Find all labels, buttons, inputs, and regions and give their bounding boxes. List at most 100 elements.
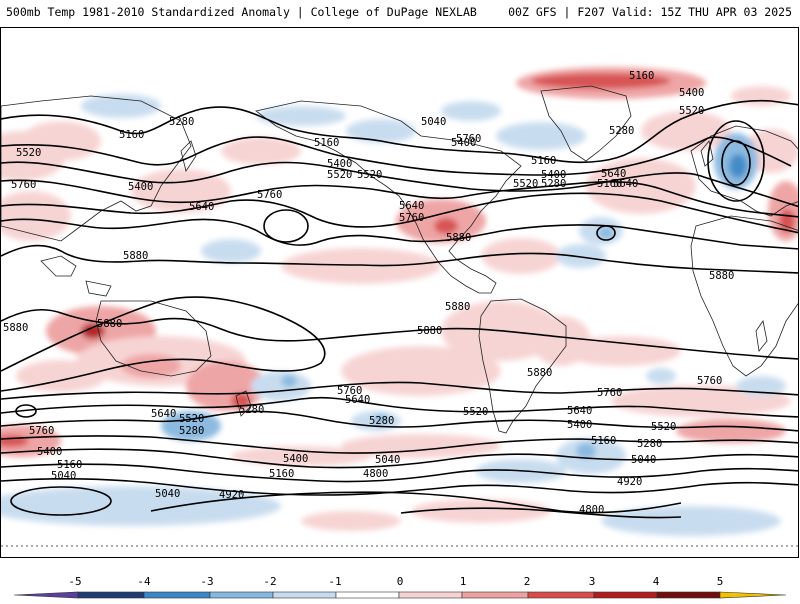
contour-label: 5760 [697,375,722,387]
colorbar-tick: 5 [717,575,724,588]
colorbar-ticks: -5 -4 -3 -2 -1 0 1 2 3 4 5 [68,575,723,588]
contour-label: 5400 [451,137,476,149]
colorbar-swatch [656,591,721,599]
colorbar-swatches [13,591,787,599]
model-run-info: 00Z GFS | F207 Valid: 15Z THU APR 03 202… [508,5,792,19]
contour-label: 5520 [679,105,704,117]
contour-label: 5160 [314,137,339,149]
contour-label: 4800 [579,504,604,516]
contour-label: 5400 [327,158,352,170]
contour-label: 5520 [327,169,352,181]
contour-label: 5160 [269,468,294,480]
contour-label: 5880 [709,270,734,282]
contour-label: 5640 [601,168,626,180]
colorbar-swatch [272,591,337,599]
contour-label: 5760 [399,212,424,224]
colorbar-tick: 2 [524,575,531,588]
colorbar-swatch [209,591,274,599]
contour-label: 5760 [337,385,362,397]
anomaly-shading [1,67,798,536]
contour-label: 5280 [541,178,566,190]
contour-label: 5640 [151,408,176,420]
contour-label: 5640 [345,394,370,406]
contour-label: 5280 [179,425,204,437]
contour-label: 5160 [57,459,82,471]
contour-label: 5880 [417,325,442,337]
contour-label: 5880 [446,232,471,244]
europe-outline [690,125,798,217]
contour-label: 5040 [631,454,656,466]
map-title: 500mb Temp 1981-2010 Standardized Anomal… [6,5,477,19]
contour-label: 4920 [219,489,244,501]
colorbar: -5 -4 -3 -2 -1 0 1 2 3 4 5 [0,570,800,600]
colorbar-overflow-triangle [719,591,787,599]
contour-label: 5400 [541,169,566,181]
contour-label: 5520 [651,421,676,433]
contour-label: 5040 [375,454,400,466]
contour-label: 5520 [179,413,204,425]
contour-label: 5280 [239,404,264,416]
colorbar-swatch [335,591,400,599]
contour-label: 5160 [591,435,616,447]
colorbar-swatch [143,591,211,599]
contour-label: 5280 [169,116,194,128]
contour-label: 5640 [189,201,214,213]
contour-5880-south [1,308,798,360]
contour-label: 5160 [531,155,556,167]
contour-label: 5760 [257,189,282,201]
colorbar-tick: -3 [200,575,213,588]
contour-label: 5760 [11,179,36,191]
contour-5760 [1,218,798,250]
contour-label: 5040 [421,116,446,128]
africa-outline [690,215,798,377]
contour-label: 5640 [613,178,638,190]
colorbar-tick: 4 [653,575,660,588]
contour-label: 5880 [3,322,28,334]
contour-label: 5520 [16,147,41,159]
low-europe [707,120,765,202]
contour-label: 5400 [679,87,704,99]
contour-5880-north [1,244,798,274]
height-contours [1,99,798,519]
contour-label: 5880 [97,318,122,330]
colorbar-underflow-triangle [13,591,79,599]
colorbar-tick: 1 [460,575,467,588]
contour-label: 5640 [399,200,424,212]
contour-label: 5880 [445,301,470,313]
contour-label: 5280 [369,415,394,427]
contour-label: 5040 [51,470,76,482]
colorbar-swatch [398,591,463,599]
contour-label: 5520 [357,169,382,181]
contour-label: 5280 [637,438,662,450]
contour-label: 5160 [119,129,144,141]
asia-outline [1,95,192,242]
contour-labels: 5160 5400 5520 5280 5160 5040 5280 5160 … [3,70,734,516]
contour-label: 5400 [37,446,62,458]
colorbar-tick: 3 [589,575,596,588]
contour-label: 4800 [363,468,388,480]
colorbar-tick: -1 [328,575,341,588]
contour-label: 5040 [155,488,180,500]
contour-label: 5280 [609,125,634,137]
colorbar-swatch [77,591,145,599]
contour-label: 4920 [617,476,642,488]
greenland-outline [540,85,632,162]
australia-outline [95,300,212,377]
contour-label: 5760 [29,425,54,437]
contour-label: 5160 [629,70,654,82]
colorbar-swatch [527,591,595,599]
contour-label: 5880 [123,250,148,262]
warm-anomaly-n-atlantic-core [531,73,671,89]
colorbar-swatch [461,591,529,599]
colorbar-tick: -2 [263,575,276,588]
contour-label: 5760 [597,387,622,399]
contour-label: 5640 [567,405,592,417]
colorbar-tick: -4 [137,575,151,588]
colorbar-tick: -5 [68,575,81,588]
colorbar-swatch [593,591,658,599]
contour-label: 5400 [567,419,592,431]
contour-label: 5760 [456,133,481,145]
anomaly-map: 5160 5400 5520 5280 5160 5040 5280 5160 … [0,27,799,558]
contour-label: 5520 [513,178,538,190]
contour-label: 5520 [463,406,488,418]
